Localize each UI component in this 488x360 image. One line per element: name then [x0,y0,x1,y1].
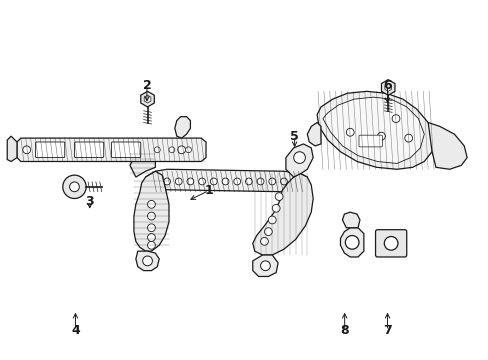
Circle shape [69,182,79,192]
FancyBboxPatch shape [111,142,141,158]
Circle shape [280,178,287,185]
Polygon shape [7,136,17,162]
Polygon shape [130,150,155,177]
Circle shape [147,224,155,231]
Circle shape [147,234,155,242]
Polygon shape [340,228,363,257]
Circle shape [264,228,272,235]
Polygon shape [17,138,205,162]
Circle shape [185,147,191,153]
Circle shape [142,256,152,266]
Circle shape [62,175,86,198]
FancyBboxPatch shape [74,142,103,158]
Circle shape [391,115,399,122]
Circle shape [163,178,170,185]
Text: 3: 3 [85,194,94,208]
Circle shape [245,178,252,185]
Circle shape [169,147,175,153]
Circle shape [272,204,280,212]
Circle shape [198,178,205,185]
Circle shape [345,235,358,249]
FancyBboxPatch shape [358,135,382,147]
Circle shape [257,178,264,185]
FancyBboxPatch shape [36,142,64,158]
Polygon shape [381,80,394,95]
Text: 2: 2 [142,79,151,92]
Polygon shape [252,173,312,255]
Polygon shape [427,122,466,169]
Circle shape [293,152,305,163]
Circle shape [175,178,182,185]
Circle shape [23,146,31,154]
Circle shape [222,178,228,185]
Circle shape [346,129,353,136]
Circle shape [268,178,275,185]
Text: 7: 7 [383,324,391,337]
Circle shape [268,216,276,224]
Polygon shape [175,117,190,138]
Polygon shape [285,144,312,177]
Circle shape [210,178,217,185]
Polygon shape [136,251,159,271]
Polygon shape [141,91,154,107]
Polygon shape [316,91,433,169]
Circle shape [154,147,160,153]
Circle shape [404,134,412,142]
Circle shape [147,201,155,208]
Circle shape [147,212,155,220]
Text: 8: 8 [340,324,348,337]
Polygon shape [145,169,307,192]
Text: 1: 1 [204,184,213,197]
Polygon shape [307,122,320,146]
Circle shape [275,193,283,201]
Polygon shape [134,171,169,251]
Circle shape [377,132,385,140]
FancyBboxPatch shape [375,230,406,257]
Circle shape [178,146,185,154]
Polygon shape [252,255,278,276]
Text: 4: 4 [71,324,80,337]
Circle shape [186,178,193,185]
Text: 5: 5 [290,130,298,143]
Circle shape [233,178,240,185]
Polygon shape [322,97,424,163]
Circle shape [260,238,268,245]
Circle shape [147,242,155,249]
Circle shape [260,261,270,271]
Polygon shape [342,212,359,228]
Text: 6: 6 [383,79,391,92]
Circle shape [384,237,397,250]
